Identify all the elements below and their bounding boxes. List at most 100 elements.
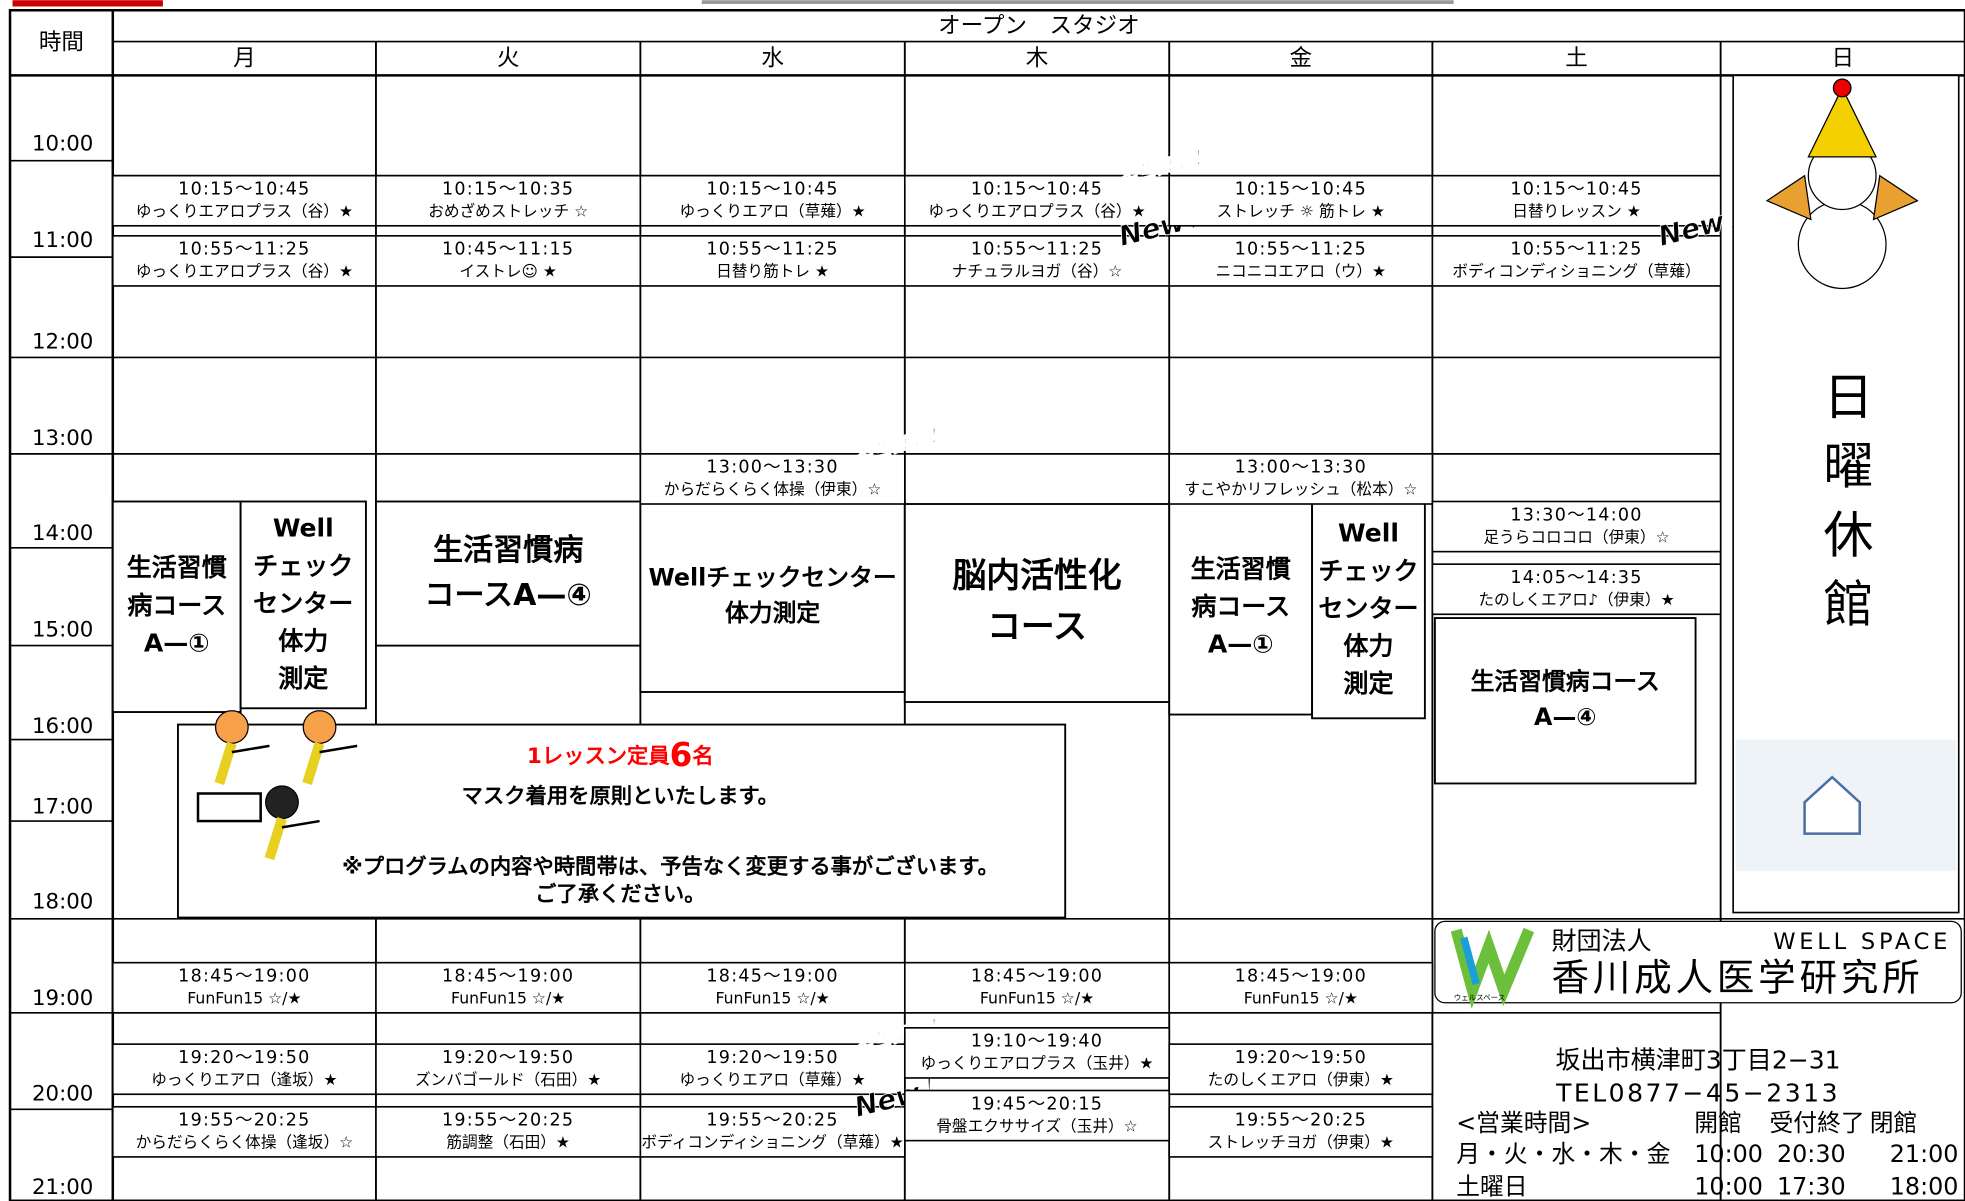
class-cell <box>1431 563 1722 616</box>
hat-pompom <box>1832 78 1852 98</box>
course-text: 測定 <box>1343 669 1393 698</box>
class-name: FunFun15 ☆/★ <box>980 989 1094 1008</box>
day-header: 水 <box>761 46 784 72</box>
capacity-part: 6 <box>670 736 693 774</box>
course-text: 病コース <box>1191 592 1290 621</box>
class-time: 18:45〜19:00 <box>178 966 310 986</box>
figure-body <box>302 741 325 785</box>
time-label: 18:00 <box>32 890 93 915</box>
class-time: 19:55〜20:25 <box>1235 1111 1367 1131</box>
time-label: 21:00 <box>32 1175 93 1200</box>
class-cell <box>1431 235 1722 287</box>
class-name: 足うらコロコロ（伊東）☆ <box>1483 527 1669 546</box>
closed-char: 館 <box>1823 575 1873 634</box>
org-text: 坂出市横津町3丁目2−31 <box>1556 1046 1841 1075</box>
class-name: からだらくらく体操（伊東）☆ <box>664 480 882 499</box>
class-name: ゆっくりエアロ（逢坂）★ <box>151 1070 337 1089</box>
course-text: 生活習慣 <box>127 553 227 582</box>
class-time: 19:20〜19:50 <box>706 1048 838 1068</box>
mask-note: マスク着用を原則といたします。 <box>462 783 779 809</box>
class-name: イストレ☺ ★ <box>459 262 556 281</box>
figure-arm <box>281 819 320 829</box>
time-label: 19:00 <box>32 986 93 1011</box>
class-name: ゆっくりエアロプラス（谷）★ <box>136 202 353 221</box>
class-cell <box>375 961 642 1014</box>
class-cell <box>111 1043 377 1096</box>
corner-mark <box>12 0 163 7</box>
course-text: 体力 <box>278 626 328 655</box>
class-cell <box>375 235 642 287</box>
class-cell <box>639 961 906 1014</box>
course-text: Well <box>273 514 334 543</box>
class-cell <box>1168 1043 1434 1096</box>
class-cell <box>903 174 1171 227</box>
notice-box <box>177 723 1067 919</box>
day-header: 土 <box>1565 46 1588 72</box>
class-time: 13:30〜14:00 <box>1510 505 1642 525</box>
class-name: 日替りレッスン ★ <box>1512 202 1641 221</box>
class-time: 19:20〜19:50 <box>442 1048 574 1068</box>
class-name: すこやかリフレッシュ（松本）☆ <box>1184 480 1417 499</box>
class-time: 19:55〜20:25 <box>178 1111 310 1131</box>
time-label: 14:00 <box>32 521 93 546</box>
course-text: コースA—④ <box>424 578 591 613</box>
hours-header: 受付終了 <box>1770 1109 1865 1137</box>
class-cell <box>639 174 906 227</box>
class-time: 18:45〜19:00 <box>971 966 1103 986</box>
hours-cell: 10:00 <box>1694 1173 1763 1201</box>
class-name: たのしくエアロ♪（伊東）★ <box>1478 590 1674 609</box>
course-text: 病コース <box>127 591 226 620</box>
closed-char: 日 <box>1823 368 1873 427</box>
class-time: 10:55〜11:25 <box>971 240 1103 260</box>
class-time: 10:55〜11:25 <box>178 240 310 260</box>
class-time: 10:15〜10:45 <box>706 179 838 199</box>
course-block <box>1168 500 1314 716</box>
time-label: 13:00 <box>32 426 93 451</box>
class-name: たのしくエアロ（伊東）★ <box>1208 1070 1394 1089</box>
course-text: コース <box>987 607 1087 646</box>
closed-char: 曜 <box>1823 437 1873 496</box>
hours-cell: 17:30 <box>1777 1173 1846 1201</box>
capacity-part: 名 <box>692 743 713 769</box>
course-text: チェック <box>1318 556 1418 585</box>
class-name: 骨盤エクササイズ（玉井）☆ <box>936 1116 1137 1135</box>
class-time: 10:45〜11:15 <box>442 240 574 260</box>
class-cell <box>903 961 1171 1014</box>
time-label: 15:00 <box>32 618 93 643</box>
course-text: 体力測定 <box>725 599 820 627</box>
course-text: 体力 <box>1343 631 1393 660</box>
class-name: ゆっくりエアロプラス（谷）★ <box>136 262 353 281</box>
class-cell <box>639 1105 906 1158</box>
class-time: 10:55〜11:25 <box>1235 240 1367 260</box>
class-name: ゆっくりエアロプラス（玉井）★ <box>921 1054 1154 1073</box>
class-name: FunFun15 ☆/★ <box>187 989 301 1008</box>
course-block <box>239 500 367 710</box>
class-cell <box>375 174 642 227</box>
figure-head <box>214 710 249 744</box>
class-cell <box>1168 961 1434 1014</box>
hours-cell: 10:00 <box>1694 1140 1763 1168</box>
course-text: 脳内活性化 <box>952 556 1121 595</box>
class-time: 18:45〜19:00 <box>706 966 838 986</box>
class-cell <box>903 1027 1171 1079</box>
day-header: 日 <box>1832 46 1855 72</box>
figure-arm <box>319 744 358 754</box>
class-cell <box>375 1105 642 1158</box>
time-label: 16:00 <box>32 714 93 739</box>
course-block <box>1433 617 1697 785</box>
broom-left <box>1765 174 1812 221</box>
class-name: ゆっくりエアロ（草薙）★ <box>679 202 865 221</box>
class-time: 13:00〜13:30 <box>706 458 838 478</box>
class-time: 10:15〜10:45 <box>971 179 1103 199</box>
time-label: 11:00 <box>32 228 93 253</box>
day-header: 金 <box>1290 46 1313 72</box>
class-cell <box>1431 500 1722 553</box>
course-text: Well <box>1338 519 1399 548</box>
day-header: 火 <box>497 46 520 72</box>
closed-char: 休 <box>1823 506 1873 565</box>
org-text: 財団法人 <box>1551 927 1651 956</box>
time-header: 時間 <box>39 29 84 55</box>
class-time: 19:45〜20:15 <box>971 1094 1103 1114</box>
